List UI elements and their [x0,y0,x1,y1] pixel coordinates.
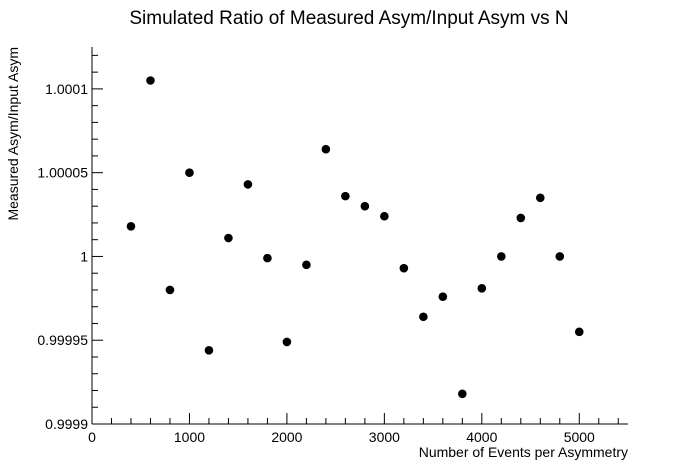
data-point [263,253,272,263]
data-point [146,76,155,85]
data-point [282,337,292,347]
y-tick-label: 1.0001 [45,81,88,97]
data-point [497,252,506,261]
data-point [126,221,136,231]
data-point [380,211,389,221]
data-point [360,201,370,211]
data-point [477,283,487,293]
data-point [321,144,331,154]
data-point [535,193,545,203]
x-tick-label: 1000 [174,429,205,445]
data-point [302,260,311,270]
x-axis-label: Number of Events per Asymmetry [419,444,628,460]
data-points [126,76,584,399]
y-tick-label: 0.9999 [45,416,88,432]
x-tick-label: 3000 [369,429,400,445]
x-tick-label: 4000 [466,429,497,445]
data-point [419,312,428,322]
x-tick-label: 0 [88,429,96,445]
data-point [243,180,253,189]
x-ticks: 0 1000 2000 3000 4000 5000 [88,413,619,445]
data-point [204,345,214,355]
data-point [224,233,233,243]
data-point [574,327,584,337]
y-axis-label: Measured Asym/Input Asym [5,47,21,221]
data-point [399,263,409,273]
data-point [165,285,175,295]
chart-title: Simulated Ratio of Measured Asym/Input A… [129,8,568,29]
y-tick-label: 1 [80,248,88,264]
y-ticks: 0.9999 0.99995 1 1.00005 1.0001 [37,54,103,432]
data-point [341,191,350,201]
data-point [185,168,194,177]
data-point [516,213,526,223]
x-tick-label: 2000 [271,429,302,445]
y-tick-label: 0.99995 [37,332,88,348]
data-point [555,252,565,261]
data-point [438,292,448,301]
axes [91,47,628,425]
data-point [458,389,467,399]
y-tick-label: 1.00005 [37,165,88,181]
x-tick-label: 5000 [564,429,595,445]
